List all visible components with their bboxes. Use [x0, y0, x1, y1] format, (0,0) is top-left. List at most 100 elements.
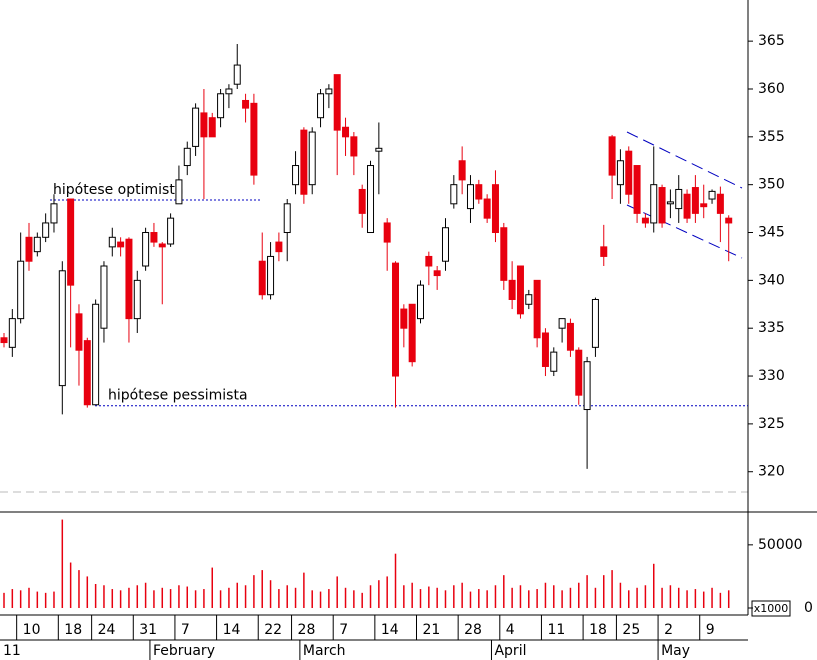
candle-body	[375, 147, 383, 152]
candle-body	[483, 198, 491, 219]
candle-body	[392, 262, 400, 377]
y-tick-label: 355	[758, 129, 785, 145]
candle-body	[158, 243, 166, 248]
candle-body	[58, 270, 66, 387]
y-tick-label: 340	[758, 272, 785, 288]
x-tick-label: 28	[464, 622, 482, 638]
candle-body	[308, 131, 316, 186]
candle-body	[75, 313, 83, 351]
candle-body	[258, 260, 266, 296]
candle-body	[550, 351, 558, 372]
candle-body	[133, 279, 141, 320]
month-label: February	[153, 643, 215, 659]
candle-body	[558, 318, 566, 329]
candle-body	[233, 64, 241, 85]
x-tick-label: 2	[664, 622, 673, 638]
candle-body	[117, 241, 125, 248]
x-tick-label: 31	[139, 622, 157, 638]
candle-body	[17, 260, 25, 320]
candle-body	[408, 303, 416, 363]
candle-body	[533, 279, 541, 339]
volume-tick-label: 50000	[758, 537, 803, 553]
y-tick-label: 350	[758, 177, 785, 193]
x-tick-label: 9	[706, 622, 715, 638]
y-tick-label: 365	[758, 33, 785, 49]
candle-body	[417, 284, 424, 320]
x-tick-label: 21	[423, 622, 441, 638]
candle-body	[433, 270, 441, 277]
y-tick-label: 325	[758, 416, 785, 432]
candle-body	[458, 160, 466, 181]
candle-body	[591, 298, 599, 348]
candle-body	[541, 332, 549, 367]
candle-body	[616, 160, 624, 186]
candle-body	[92, 303, 100, 406]
candle-body	[333, 74, 341, 131]
candle-body	[575, 349, 583, 396]
candle-body	[367, 165, 375, 234]
candle-body	[491, 184, 499, 234]
candle-body	[475, 184, 483, 200]
candle-body	[600, 246, 608, 257]
x-tick-label: 10	[23, 622, 41, 638]
candle-body	[716, 193, 724, 214]
candle-body	[100, 265, 108, 329]
candle-body	[42, 222, 50, 238]
candle-body	[358, 188, 366, 214]
candle-body	[175, 179, 183, 205]
candle-body	[200, 112, 208, 138]
x-tick-label: 11	[547, 622, 565, 638]
candle-body	[325, 88, 333, 95]
candle-body	[400, 308, 408, 329]
candle-body	[208, 117, 216, 138]
candle-body	[625, 150, 633, 195]
candle-body	[525, 294, 533, 305]
candle-body	[242, 99, 250, 109]
candle-body	[641, 217, 649, 224]
candle-body	[267, 255, 275, 296]
candle-body	[25, 236, 33, 262]
x-tick-label: 28	[298, 622, 316, 638]
y-tick-label: 360	[758, 81, 785, 97]
y-tick-label: 320	[758, 464, 785, 480]
candle-body	[500, 227, 508, 281]
candle-body	[608, 136, 616, 176]
candle-body	[250, 102, 258, 176]
y-tick-label: 335	[758, 320, 785, 336]
candle-body	[50, 203, 58, 224]
y-tick-label: 345	[758, 225, 785, 241]
x-tick-label: 7	[181, 622, 190, 638]
candle-body	[275, 241, 283, 253]
x-tick-label: 18	[589, 622, 607, 638]
candle-body	[342, 126, 350, 138]
candle-body	[466, 184, 474, 210]
candle-body	[658, 187, 666, 224]
annotation-label: hipótese optimista	[53, 182, 183, 198]
candle-body	[450, 184, 458, 205]
candle-body	[675, 188, 683, 210]
y-tick-label: 330	[758, 368, 785, 384]
candle-body	[142, 232, 150, 267]
annotation-label: hipótese pessimista	[108, 388, 248, 404]
candle-body	[666, 201, 674, 205]
candle-body	[0, 337, 8, 344]
candle-body	[83, 340, 91, 406]
candle-body	[33, 236, 41, 253]
candle-body	[583, 361, 591, 411]
x-tick-label: 14	[381, 622, 399, 638]
candle-body	[217, 93, 225, 119]
x-tick-label: 14	[223, 622, 241, 638]
candle-body	[683, 193, 691, 219]
month-label: April	[494, 643, 526, 659]
candle-body	[708, 190, 716, 200]
x-tick-label: 22	[264, 622, 282, 638]
candle-body	[150, 232, 158, 243]
channel-line	[626, 204, 743, 259]
candle-body	[425, 255, 433, 267]
candle-body	[650, 184, 658, 224]
candle-body	[192, 107, 200, 147]
candle-body	[167, 217, 175, 245]
channel-line	[626, 131, 743, 189]
candle-body	[691, 187, 699, 214]
